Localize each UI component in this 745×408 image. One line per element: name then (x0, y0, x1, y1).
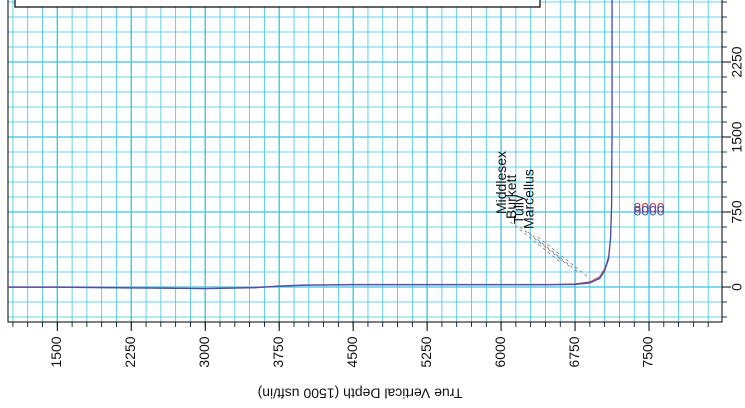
point-label: 8000 (633, 203, 664, 219)
x-tick-label: 4500 (344, 336, 360, 367)
annotation: Middlesex (493, 151, 509, 214)
y-tick-label: 1500 (729, 121, 745, 152)
point-label: 8000 (633, 200, 664, 216)
well-path (8, 0, 613, 290)
legend-box (14, 0, 541, 8)
annotation: Tully (511, 195, 527, 224)
x-tick-label: 6750 (566, 336, 582, 367)
annotation: Marcellus (521, 169, 537, 229)
annotation-leader (519, 226, 571, 268)
x-tick-label: 1500 (48, 336, 64, 367)
y-tick-label: 750 (729, 200, 745, 224)
annotation: Burkett (503, 175, 519, 219)
annotation-leader (527, 231, 579, 273)
x-axis-title: True Vertical Depth (1500 usft/in) (258, 385, 463, 401)
annotation-leader (537, 236, 589, 278)
x-tick-label: 5250 (418, 336, 434, 367)
y-tick-label: 2250 (729, 46, 745, 77)
plot-frame (7, 0, 723, 323)
y-tick-label: 0 (729, 283, 745, 291)
x-tick-label: 6000 (492, 336, 508, 367)
x-tick-label: 2250 (122, 336, 138, 367)
annotation-leader (510, 221, 561, 263)
x-tick-label: 3000 (196, 336, 212, 367)
x-tick-label: 7500 (640, 336, 656, 367)
grid (8, 0, 722, 322)
x-tick-label: 3750 (270, 336, 286, 367)
